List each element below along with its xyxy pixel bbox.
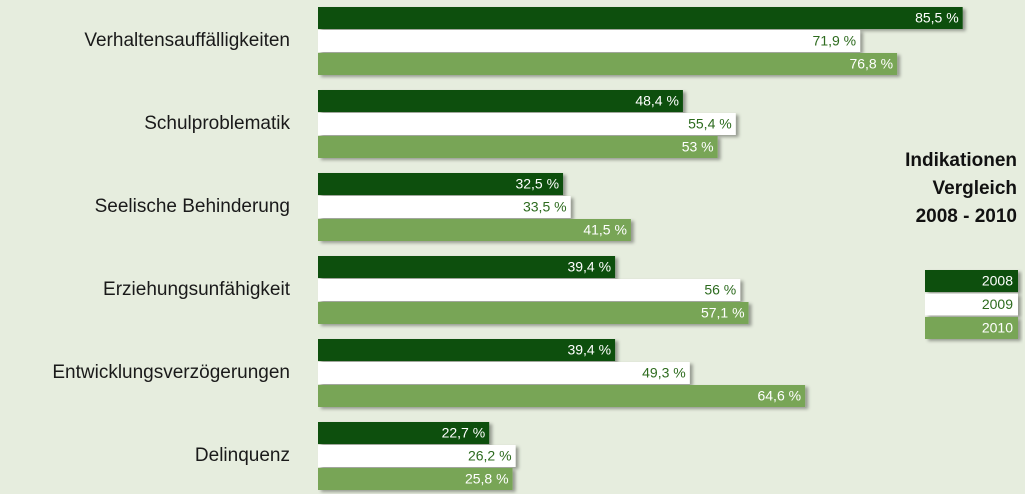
value-label: 55,4 % — [688, 116, 732, 132]
category-label: Delinquenz — [195, 445, 290, 466]
bar — [318, 422, 490, 444]
bar — [318, 136, 718, 158]
bar — [318, 339, 616, 361]
bar — [318, 279, 741, 301]
value-label: 57,1 % — [701, 305, 745, 321]
chart-title: Indikationen — [905, 150, 1017, 171]
bar — [318, 196, 571, 218]
bar — [318, 362, 690, 384]
bar — [318, 173, 564, 195]
category-label: Verhaltensauffälligkeiten — [84, 30, 290, 51]
legend-swatch — [925, 293, 1018, 316]
value-label: 33,5 % — [523, 199, 567, 215]
value-label: 39,4 % — [567, 259, 611, 275]
category-label: Schulproblematik — [144, 113, 290, 134]
value-label: 39,4 % — [567, 342, 611, 358]
value-label: 85,5 % — [915, 10, 959, 26]
bar — [318, 90, 683, 112]
value-label: 26,2 % — [468, 448, 512, 464]
bar — [318, 30, 861, 52]
bar — [318, 445, 516, 467]
value-label: 25,8 % — [465, 471, 509, 487]
value-label: 41,5 % — [583, 222, 627, 238]
value-label: 48,4 % — [635, 93, 679, 109]
category-label: Entwicklungsverzögerungen — [52, 362, 290, 383]
legend-label: 2008 — [982, 273, 1013, 289]
category-label: Seelische Behinderung — [95, 196, 290, 217]
chart-title: Vergleich — [933, 178, 1018, 199]
value-label: 22,7 % — [442, 425, 486, 441]
legend-swatch — [925, 317, 1018, 339]
bar — [318, 256, 616, 278]
legend-swatch — [925, 270, 1018, 292]
legend-label: 2009 — [982, 296, 1013, 312]
value-label: 76,8 % — [849, 56, 893, 72]
chart-title: 2008 - 2010 — [916, 206, 1017, 227]
value-label: 64,6 % — [757, 388, 801, 404]
category-label: Erziehungsunfähigkeit — [103, 279, 291, 300]
legend-label: 2010 — [982, 320, 1013, 336]
value-label: 71,9 % — [813, 33, 857, 49]
value-label: 49,3 % — [642, 365, 686, 381]
bar — [318, 113, 736, 135]
value-label: 32,5 % — [515, 176, 559, 192]
bar — [318, 53, 898, 75]
value-label: 53 % — [682, 139, 714, 155]
bar — [318, 385, 806, 407]
bar — [318, 7, 963, 29]
bar — [318, 219, 631, 241]
bar — [318, 302, 749, 324]
value-label: 56 % — [704, 282, 736, 298]
bar — [318, 468, 513, 490]
